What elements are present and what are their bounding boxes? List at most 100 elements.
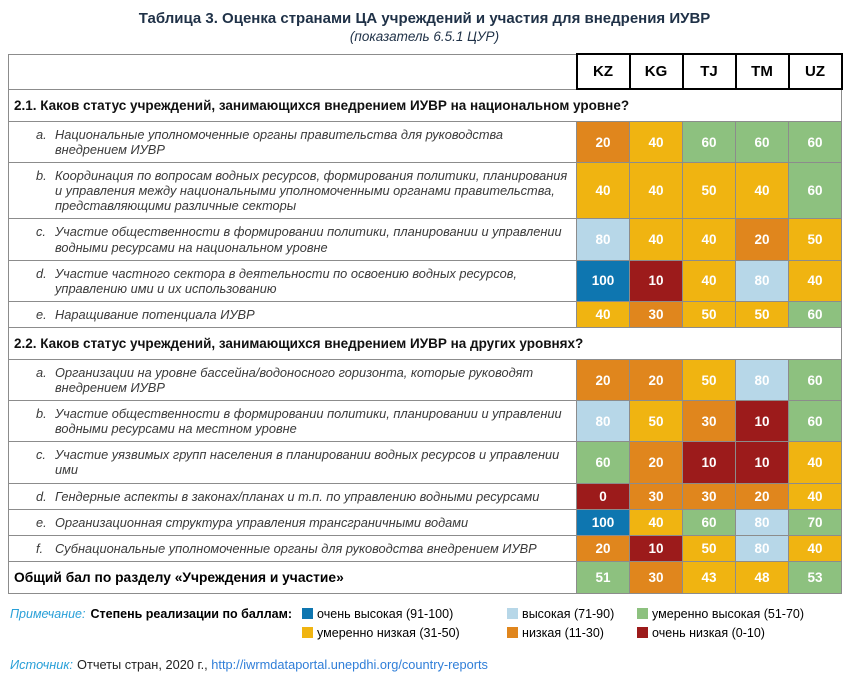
legend-swatch-icon (637, 608, 649, 620)
legend-label: умеренно высокая (51-70) (652, 606, 805, 621)
legend-label: низкая (11-30) (522, 625, 604, 640)
table-row: e. Организационная структура управления т… (8, 508, 842, 536)
score-cell: 30 (629, 560, 683, 594)
row-prefix: e. (36, 306, 47, 322)
legend-block: Примечание: Степень реализации по баллам… (10, 607, 849, 640)
score-cell: 20 (576, 358, 630, 402)
row-label-text: Субнациональные уполномоченные органы дл… (55, 540, 537, 556)
score-cell: 40 (735, 162, 789, 220)
legend-label: очень высокая (91-100) (317, 606, 454, 621)
score-cell: 20 (629, 358, 683, 402)
row-label: a. Организации на уровне бассейна/водонос… (8, 358, 577, 402)
score-cell: 10 (629, 534, 683, 562)
row-label-text: Координация по вопросам водных ресурсов,… (55, 168, 568, 214)
note-title: Степень реализации по баллам: (90, 606, 293, 621)
legend: очень высокая (91-100) высокая (71-90) уме… (302, 607, 804, 640)
row-prefix: a. (36, 364, 47, 380)
score-cell: 20 (735, 482, 789, 510)
legend-item: умеренно низкая (31-50) (302, 626, 507, 640)
score-cell: 30 (629, 482, 683, 510)
score-cell: 40 (788, 534, 842, 562)
row-prefix: f. (36, 540, 44, 556)
row-prefix: e. (36, 514, 47, 530)
score-cell: 60 (788, 400, 842, 443)
table-row: c. Участие общественности в формировании … (8, 218, 842, 261)
score-cell: 60 (682, 508, 736, 536)
score-cell: 40 (629, 162, 683, 220)
score-cell: 60 (788, 120, 842, 164)
score-cell: 40 (629, 508, 683, 536)
source-link[interactable]: http://iwrmdataportal.unepdhi.org/countr… (211, 656, 488, 672)
legend-label: умеренно низкая (31-50) (317, 625, 460, 640)
table-header-row: KZ KG TJ TM UZ (8, 53, 843, 90)
score-cell: 20 (735, 218, 789, 261)
note-label: Примечание: (10, 606, 86, 621)
row-label: a. Национальные уполномоченные органы пра… (8, 120, 577, 164)
column-header-tm: TM (734, 53, 790, 90)
table-row: d. Участие частного сектора в деятельност… (8, 259, 842, 302)
score-cell: 50 (682, 300, 736, 328)
score-cell: 40 (682, 218, 736, 261)
row-label: f. Субнациональные уполномоченные органы … (8, 534, 577, 562)
row-label-text: Наращивание потенциала ИУВР (55, 306, 255, 322)
column-header-uz: UZ (787, 53, 843, 90)
score-cell: 40 (788, 441, 842, 484)
legend-swatch-icon (507, 608, 519, 620)
row-label-text: Национальные уполномоченные органы прави… (55, 127, 504, 158)
row-label-text: Участие частного сектора в деятельности … (55, 265, 517, 296)
row-prefix: c. (36, 447, 46, 463)
score-cell: 30 (682, 482, 736, 510)
row-label: e. Организационная структура управления т… (8, 508, 577, 536)
score-cell: 50 (682, 534, 736, 562)
section-header: 2.1. Каков статус учреждений, занимающих… (8, 88, 842, 122)
legend-swatch-icon (507, 627, 519, 639)
row-prefix: d. (36, 488, 47, 504)
score-cell: 30 (682, 400, 736, 443)
table-row: b. Координация по вопросам водных ресурсо… (8, 162, 842, 220)
row-label: c. Участие общественности в формировании … (8, 218, 577, 261)
score-cell: 50 (629, 400, 683, 443)
legend-item: очень низкая (0-10) (637, 626, 804, 640)
legend-label: высокая (71-90) (522, 606, 615, 621)
column-header-kz: KZ (575, 53, 631, 90)
score-cell: 70 (788, 508, 842, 536)
page-subtitle: (показатель 6.5.1 ЦУР) (349, 29, 500, 44)
score-cell: 50 (682, 358, 736, 402)
table-row: e. Наращивание потенциала ИУВР 40 30 50 50 60 (8, 300, 842, 328)
score-cell: 40 (629, 120, 683, 164)
row-prefix: a. (36, 127, 47, 142)
total-row: Общий бал по разделу «Учреждения и участ… (8, 560, 842, 594)
score-cell: 80 (735, 259, 789, 302)
row-prefix: b. (36, 168, 47, 184)
score-cell: 60 (735, 120, 789, 164)
row-label: c. Участие уязвимых групп населения в пла… (8, 441, 577, 484)
score-cell: 80 (735, 508, 789, 536)
score-cell: 50 (735, 300, 789, 328)
score-table-body: 2.1. Каков статус учреждений, занимающих… (8, 88, 842, 594)
score-cell: 48 (735, 560, 789, 594)
row-label-text: Гендерные аспекты в законах/планах и т.п… (55, 488, 540, 504)
row-label-text: Организации на уровне бассейна/водоносно… (55, 364, 534, 396)
score-cell: 10 (682, 441, 736, 484)
score-cell: 40 (682, 259, 736, 302)
row-prefix: d. (36, 265, 47, 281)
section-row: 2.2. Каков статус учреждений, занимающих… (8, 326, 842, 360)
score-cell: 40 (576, 162, 630, 220)
score-cell: 80 (576, 400, 630, 443)
total-label: Общий бал по разделу «Учреждения и участ… (8, 560, 577, 594)
row-label: d. Гендерные аспекты в законах/планах и т… (8, 482, 577, 510)
score-cell: 60 (788, 358, 842, 402)
section-row: 2.1. Каков статус учреждений, занимающих… (8, 88, 842, 122)
score-cell: 20 (576, 534, 630, 562)
legend-swatch-icon (637, 627, 649, 639)
section-header: 2.2. Каков статус учреждений, занимающих… (8, 326, 842, 360)
row-prefix: c. (36, 224, 46, 240)
score-cell: 20 (576, 120, 630, 164)
score-cell: 20 (629, 441, 683, 484)
legend-swatch-icon (302, 608, 314, 620)
score-cell: 100 (576, 259, 630, 302)
score-cell: 50 (788, 218, 842, 261)
column-header-kg: KG (628, 53, 684, 90)
table-row: f. Субнациональные уполномоченные органы … (8, 534, 842, 562)
legend-item: низкая (11-30) (507, 626, 637, 640)
